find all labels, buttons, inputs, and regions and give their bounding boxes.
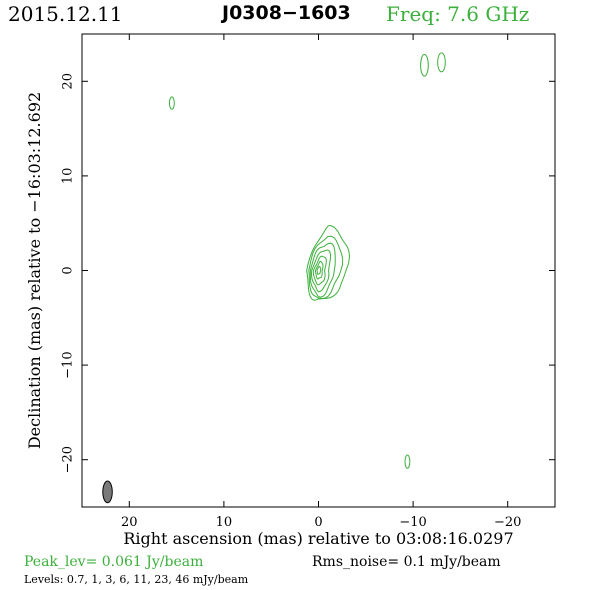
noise-contour-3	[437, 52, 446, 73]
contour-level-2	[308, 235, 344, 300]
contour-level-4	[310, 249, 332, 293]
observation-date: 2015.12.11	[8, 2, 123, 26]
contour-levels-text: Levels: 0.7, 1, 3, 6, 11, 23, 46 mJy/bea…	[24, 573, 249, 586]
x-tick-label: 0	[314, 515, 322, 530]
y-tick-label: −20	[61, 446, 76, 473]
x-axis-label: Right ascension (mas) relative to 03:08:…	[123, 529, 513, 548]
x-tick-label: −20	[494, 515, 521, 530]
contour-layer	[168, 52, 446, 469]
x-tick-label: 10	[216, 515, 233, 530]
noise-contour-2	[420, 53, 429, 77]
contour-level-5	[312, 255, 327, 286]
x-tick-label: −10	[399, 515, 426, 530]
beam-layer	[102, 480, 113, 504]
rms-noise-text: Rms_noise= 0.1 mJy/beam	[312, 554, 501, 570]
y-tick-label: 10	[61, 168, 76, 185]
y-axis-label: Declination (mas) relative to −16:03:12.…	[25, 92, 44, 449]
contour-level-1	[306, 224, 351, 301]
frequency-label: Freq: 7.6 GHz	[386, 2, 530, 26]
x-tick-label: 20	[121, 515, 138, 530]
contour-level-6	[314, 260, 324, 280]
y-tick-label: 0	[61, 266, 76, 274]
contour-level-7	[316, 266, 322, 275]
y-tick-label: −10	[61, 351, 76, 378]
beam-ellipse	[102, 480, 113, 504]
peak-level-text: Peak_lev= 0.061 Jy/beam	[24, 554, 204, 570]
noise-contour-4	[404, 454, 411, 469]
tick-layer: 20 10 0 −10 −20 20 10 0 −10 −20	[61, 34, 555, 530]
plot-frame	[81, 33, 556, 508]
contour-level-3	[309, 242, 336, 298]
noise-contour-1	[168, 96, 175, 110]
y-tick-label: 20	[61, 73, 76, 90]
source-name: J0308−1603	[222, 2, 351, 24]
